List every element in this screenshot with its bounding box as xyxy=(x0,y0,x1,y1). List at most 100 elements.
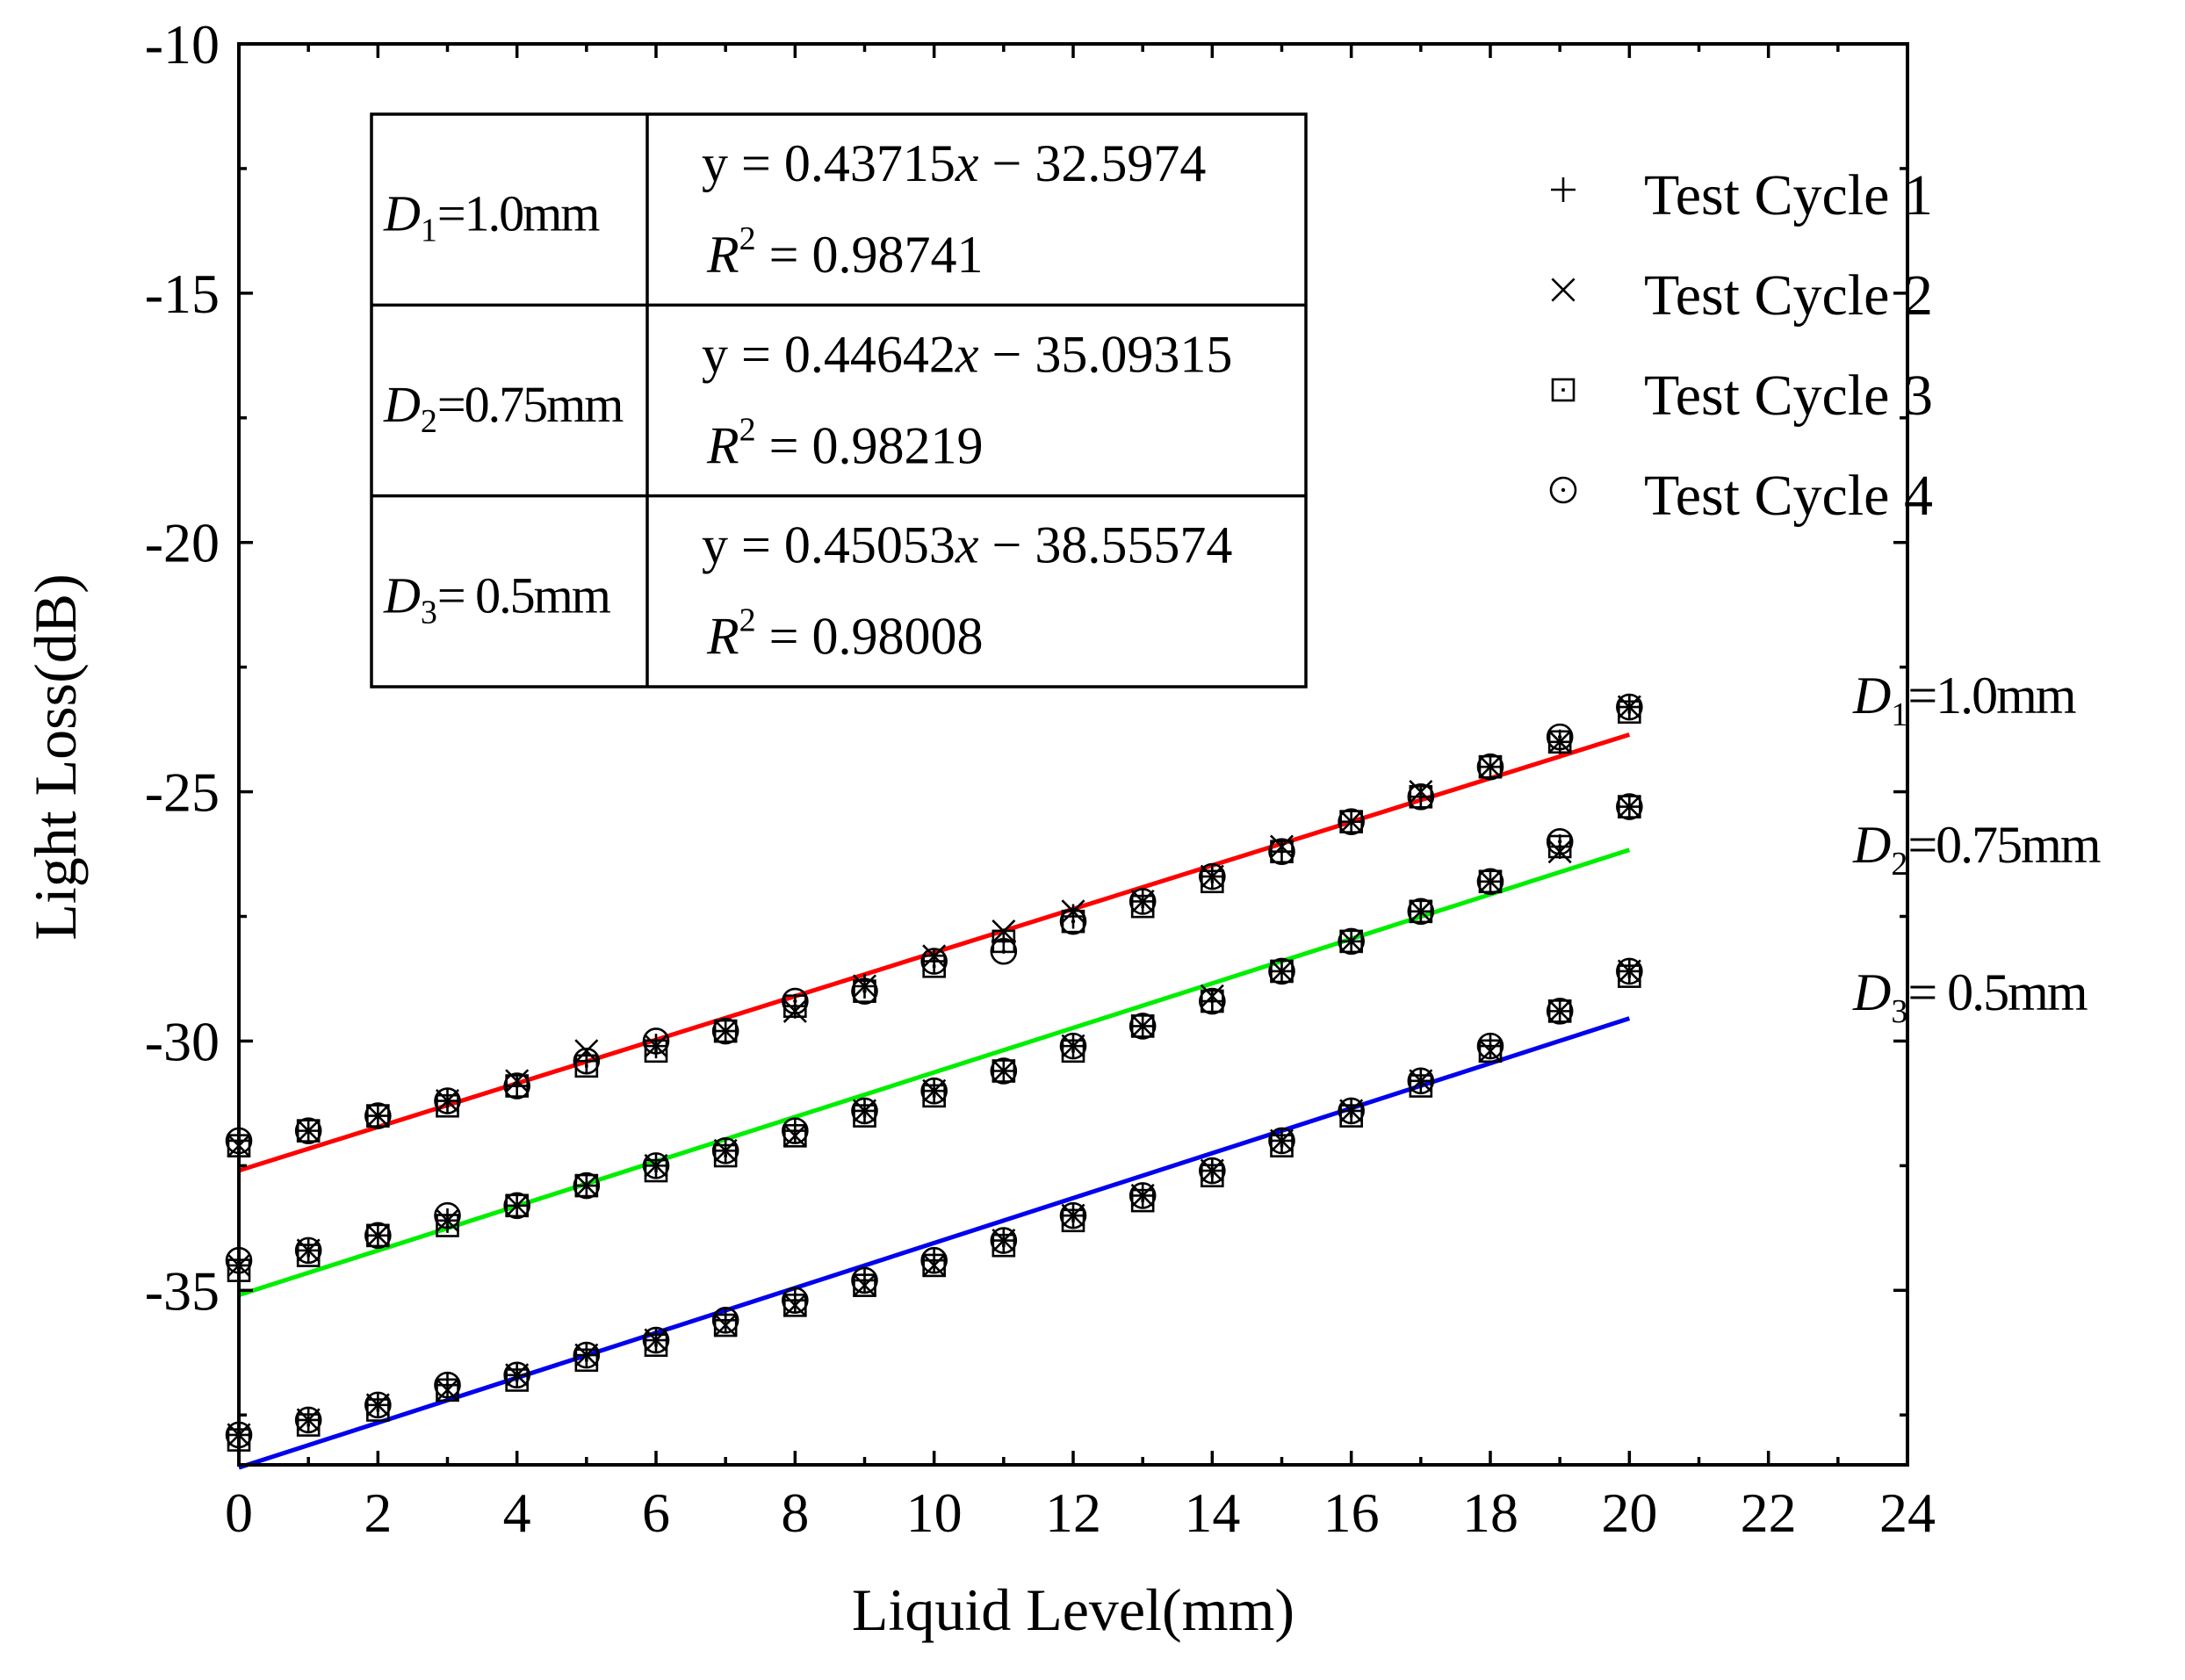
point-d2-cycle-4 xyxy=(1546,828,1574,855)
point-d2-cycle-4 xyxy=(294,1237,322,1265)
x-tick-label: 16 xyxy=(1323,1482,1380,1544)
table-equation: y = 0.45053x − 38.55574 xyxy=(702,516,1232,574)
point-d3-cycle-4 xyxy=(990,1227,1018,1254)
point-d1-cycle-2 xyxy=(852,974,877,999)
y-tick-label: -10 xyxy=(145,13,220,76)
point-d3-cycle-4 xyxy=(503,1361,530,1389)
x-tick-label: 18 xyxy=(1462,1482,1518,1544)
point-d2-cycle-4 xyxy=(642,1152,670,1179)
point-d1-cycle-4 xyxy=(1546,723,1574,751)
point-d2-cycle-4 xyxy=(364,1222,392,1250)
point-d3-cycle-4 xyxy=(1199,1157,1226,1185)
legend: Test Cycle 1 Test Cycle 2 Test Cycle 3 Test… xyxy=(1549,163,1933,528)
point-d1-cycle-4 xyxy=(920,948,948,975)
point-d3-cycle-4 xyxy=(920,1246,948,1274)
point-d3-cycle-4 xyxy=(851,1266,878,1294)
point-d1-cycle-4 xyxy=(642,1027,670,1055)
point-d2-cycle-4 xyxy=(434,1201,461,1229)
point-d2-cycle-4 xyxy=(990,1057,1018,1085)
point-d1-cycle-4 xyxy=(1129,888,1157,915)
fit-line-d2 xyxy=(238,847,1631,1297)
table-series-label: D3= 0.5mm xyxy=(383,566,611,631)
point-d3-cycle-4 xyxy=(1338,1097,1365,1125)
point-d2-cycle-2 xyxy=(435,1208,460,1233)
point-d2-cycle-4 xyxy=(1616,793,1643,820)
x-tick-label: 14 xyxy=(1184,1482,1240,1544)
point-d3-cycle-4 xyxy=(782,1287,809,1314)
point-d1-cycle-2 xyxy=(1269,834,1294,859)
point-d2-cycle-4 xyxy=(503,1192,530,1220)
point-d1-cycle-2 xyxy=(644,1034,668,1058)
series-labels: D1=1.0mm D2=0.75mm D3= 0.5mm xyxy=(1852,667,2102,1030)
table-frame xyxy=(370,112,1308,689)
fit-line-d3 xyxy=(238,1016,1631,1470)
x-tick-label: 24 xyxy=(1879,1482,1936,1544)
y-tick-label: -20 xyxy=(145,512,220,574)
point-d3-cycle-4 xyxy=(1546,998,1574,1025)
point-d1-cycle-4 xyxy=(503,1072,530,1100)
point-d1-cycle-4 xyxy=(711,1017,739,1045)
x-tick-label: 8 xyxy=(781,1482,809,1544)
y-axis-title: Light Loss(dB) xyxy=(22,573,89,940)
point-d2-cycle-4 xyxy=(1129,1013,1157,1040)
point-d1-cycle-2 xyxy=(505,1069,530,1093)
point-d3-cycle-4 xyxy=(364,1391,392,1419)
point-d1-cycle-2 xyxy=(574,1039,599,1064)
data-markers xyxy=(225,693,1643,1452)
point-d1-cycle-4 xyxy=(990,937,1018,965)
point-d1-cycle-4 xyxy=(364,1102,392,1129)
y-tick-label: -25 xyxy=(145,761,220,824)
axis-ticks xyxy=(237,42,1909,1465)
x-tick-label: 0 xyxy=(225,1482,253,1544)
point-d2-cycle-4 xyxy=(573,1172,601,1200)
tick-labels: 0 2 4 6 8 10 12 14 16 18 20 22 24-10-15-20-25-30-35 xyxy=(145,13,1936,1544)
legend-label: Test Cycle 1 xyxy=(1644,163,1933,227)
point-d3-cycle-4 xyxy=(434,1371,461,1399)
point-d1-cycle-4 xyxy=(1407,782,1435,811)
point-d2-cycle-4 xyxy=(711,1137,739,1164)
point-d3-cycle-4 xyxy=(1407,1067,1435,1095)
series-label-d1: D1=1.0mm xyxy=(1852,667,2076,733)
point-d1-cycle-4 xyxy=(851,977,878,1005)
point-d3-cycle-4 xyxy=(711,1307,739,1334)
point-d2-cycle-4 xyxy=(851,1097,878,1125)
point-d2-cycle-4 xyxy=(920,1077,948,1105)
table-series-label: D1=1.0mm xyxy=(383,185,600,249)
x-axis-title: Liquid Level(mm) xyxy=(852,1576,1294,1643)
point-d2-cycle-4 xyxy=(1338,927,1365,955)
y-tick-label: -30 xyxy=(145,1010,220,1072)
legend-marker-circle xyxy=(1549,476,1577,504)
point-d1-cycle-4 xyxy=(1616,693,1643,721)
table-series-label: D2=0.75mm xyxy=(383,376,624,440)
point-d1-cycle-2 xyxy=(1409,780,1433,804)
series-label-d2: D2=0.75mm xyxy=(1852,816,2101,883)
x-tick-label: 22 xyxy=(1741,1482,1797,1544)
point-d2-cycle-4 xyxy=(1059,1032,1087,1060)
point-d3-cycle-4 xyxy=(294,1406,322,1434)
point-d1-cycle-4 xyxy=(1268,838,1295,866)
point-d2-cycle-4 xyxy=(1268,957,1295,985)
point-d1-cycle-4 xyxy=(573,1047,601,1075)
table-r-squared: R2 = 0.98741 xyxy=(706,220,984,284)
point-d3-cycle-4 xyxy=(1059,1201,1087,1229)
point-d3-cycle-4 xyxy=(1616,957,1643,985)
point-d1-cycle-4 xyxy=(1476,753,1504,781)
x-tick-label: 10 xyxy=(906,1482,963,1544)
point-d2-cycle-4 xyxy=(782,1117,809,1144)
x-tick-label: 4 xyxy=(503,1482,531,1544)
x-tick-label: 6 xyxy=(642,1482,670,1544)
point-d2-cycle-4 xyxy=(1407,898,1435,926)
legend-marker-square xyxy=(1551,378,1576,402)
x-tick-label: 20 xyxy=(1601,1482,1657,1544)
point-d3-cycle-4 xyxy=(1129,1182,1157,1209)
legend-label: Test Cycle 3 xyxy=(1644,364,1933,428)
legend-marker-cross xyxy=(1551,278,1576,302)
table-equation: y = 0.44642x − 35.09315 xyxy=(702,325,1232,383)
table-r-squared: R2 = 0.98008 xyxy=(706,602,984,666)
point-d1-cycle-4 xyxy=(782,987,809,1015)
point-d2-cycle-4 xyxy=(1199,987,1226,1015)
point-d1-cycle-4 xyxy=(1059,907,1087,935)
point-d1-cycle-4 xyxy=(1338,808,1365,835)
equation-table: D1=1.0mm y = 0.43715x − 32.5974 R2 = 0.987… xyxy=(370,112,1308,689)
